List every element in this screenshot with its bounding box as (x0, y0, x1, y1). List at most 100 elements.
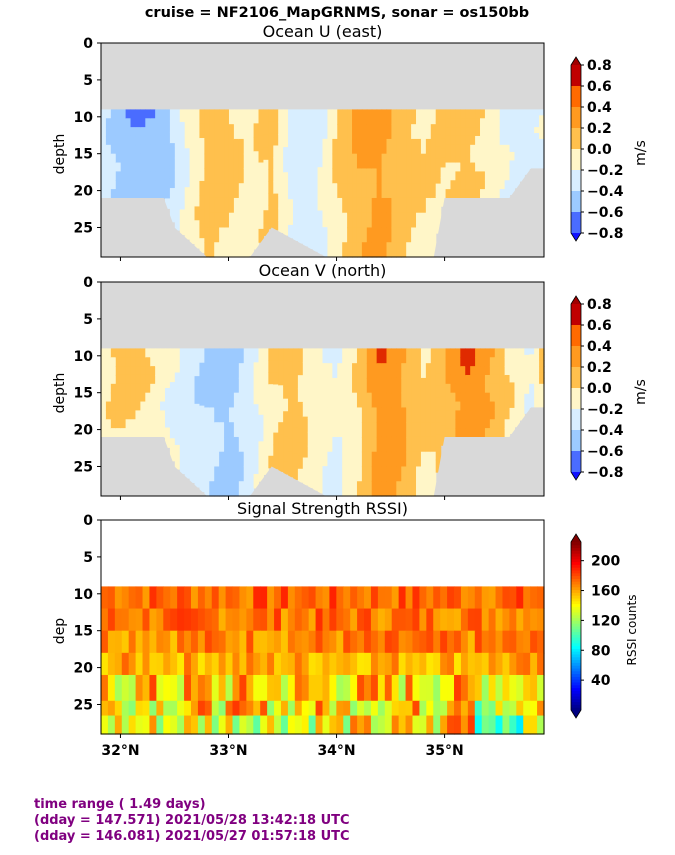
contour-cell (317, 138, 324, 154)
rssi-cell (184, 652, 192, 676)
contour-cell (514, 125, 520, 134)
contour-cell (150, 383, 156, 394)
contour-cell (297, 468, 304, 483)
contour-cell (155, 135, 161, 146)
contour-cell (115, 153, 122, 164)
colorbar-step (571, 687, 581, 691)
contour-cell (258, 149, 265, 164)
contour-cell (376, 153, 383, 170)
contour-cell (514, 148, 520, 157)
contour-cell (155, 153, 161, 164)
rssi-cell (135, 652, 144, 676)
contour-cell (204, 363, 210, 379)
contour-cell (475, 189, 481, 199)
contour-cell (342, 466, 348, 482)
contour-cell (120, 153, 127, 164)
contour-cell (337, 422, 343, 438)
contour-cell (445, 118, 452, 128)
contour-cell (238, 377, 245, 394)
contour-cell (140, 428, 146, 438)
contour-cell (204, 348, 210, 364)
contour-cell (317, 348, 324, 364)
contour-cell (125, 127, 132, 137)
contour-cell (416, 363, 422, 379)
contour-cell (352, 109, 358, 125)
contour-cell (312, 237, 319, 252)
contour-cell (135, 118, 141, 128)
contour-cell (155, 118, 161, 128)
contour-cell (189, 455, 196, 470)
contour-cell (209, 168, 215, 184)
rssi-cell (391, 652, 400, 676)
contour-cell (160, 357, 166, 367)
contour-cell (194, 150, 201, 166)
contour-cell (238, 451, 245, 468)
rssi-cell (467, 630, 476, 654)
contour-cell (509, 390, 516, 401)
contour-cell (391, 183, 397, 199)
contour-cell (135, 366, 141, 376)
rssi-cell (460, 630, 469, 654)
contour-cell (278, 360, 284, 374)
contour-cell (243, 109, 250, 125)
contour-cell (534, 127, 540, 134)
rssi-cell (211, 586, 220, 610)
contour-cell (322, 168, 329, 184)
contour-cell (445, 383, 452, 394)
contour-cell (475, 357, 481, 367)
contour-cell (105, 180, 112, 190)
contour-cell (337, 481, 343, 497)
contour-cell (174, 169, 181, 183)
contour-cell (292, 453, 299, 467)
contour-cell (376, 227, 383, 243)
contour-cell (130, 392, 137, 403)
rssi-cell (412, 608, 420, 632)
contour-cell (307, 473, 314, 489)
colorbar-tick-label: −0.2 (587, 402, 624, 418)
contour-cell (381, 451, 388, 468)
contour-cell (366, 348, 373, 364)
contour-cell (327, 407, 333, 423)
contour-cell (219, 138, 225, 155)
contour-cell (440, 128, 447, 140)
contour-cell (233, 436, 240, 453)
contour-cell (352, 212, 358, 229)
colorbar-step (571, 670, 581, 675)
contour-cell (155, 171, 161, 181)
contour-cell (480, 419, 486, 429)
contour-cell (416, 197, 422, 214)
rssi-cell (460, 700, 469, 717)
contour-cell (450, 118, 456, 128)
contour-cell (297, 216, 304, 231)
contour-cell (391, 109, 397, 125)
contour-cell (243, 197, 250, 214)
contour-cell (150, 401, 156, 411)
contour-cell (386, 451, 393, 468)
contour-cell (539, 138, 545, 146)
contour-cell (184, 439, 191, 453)
contour-cell (140, 171, 146, 181)
colorbar-step (571, 698, 581, 703)
contour-cell (115, 171, 122, 181)
contour-cell (347, 197, 353, 214)
contour-cell (381, 466, 388, 482)
contour-cell (110, 127, 117, 137)
contour-cell (425, 109, 432, 125)
contour-cell (302, 416, 309, 431)
contour-cell (214, 153, 220, 170)
contour-cell (135, 419, 141, 429)
rssi-cell (357, 715, 365, 735)
contour-cell (484, 392, 491, 403)
rssi-cell (239, 700, 247, 717)
rssi-cell (253, 715, 261, 735)
contour-cell (263, 159, 269, 174)
contour-cell (416, 466, 422, 482)
colorbar-step (571, 634, 581, 638)
contour-cell (169, 109, 176, 122)
contour-cell (238, 197, 245, 214)
rssi-cell (253, 608, 261, 632)
contour-cell (214, 377, 220, 394)
contour-cell (401, 377, 407, 394)
rssi-cell (128, 674, 137, 702)
rssi-cell (377, 715, 386, 735)
